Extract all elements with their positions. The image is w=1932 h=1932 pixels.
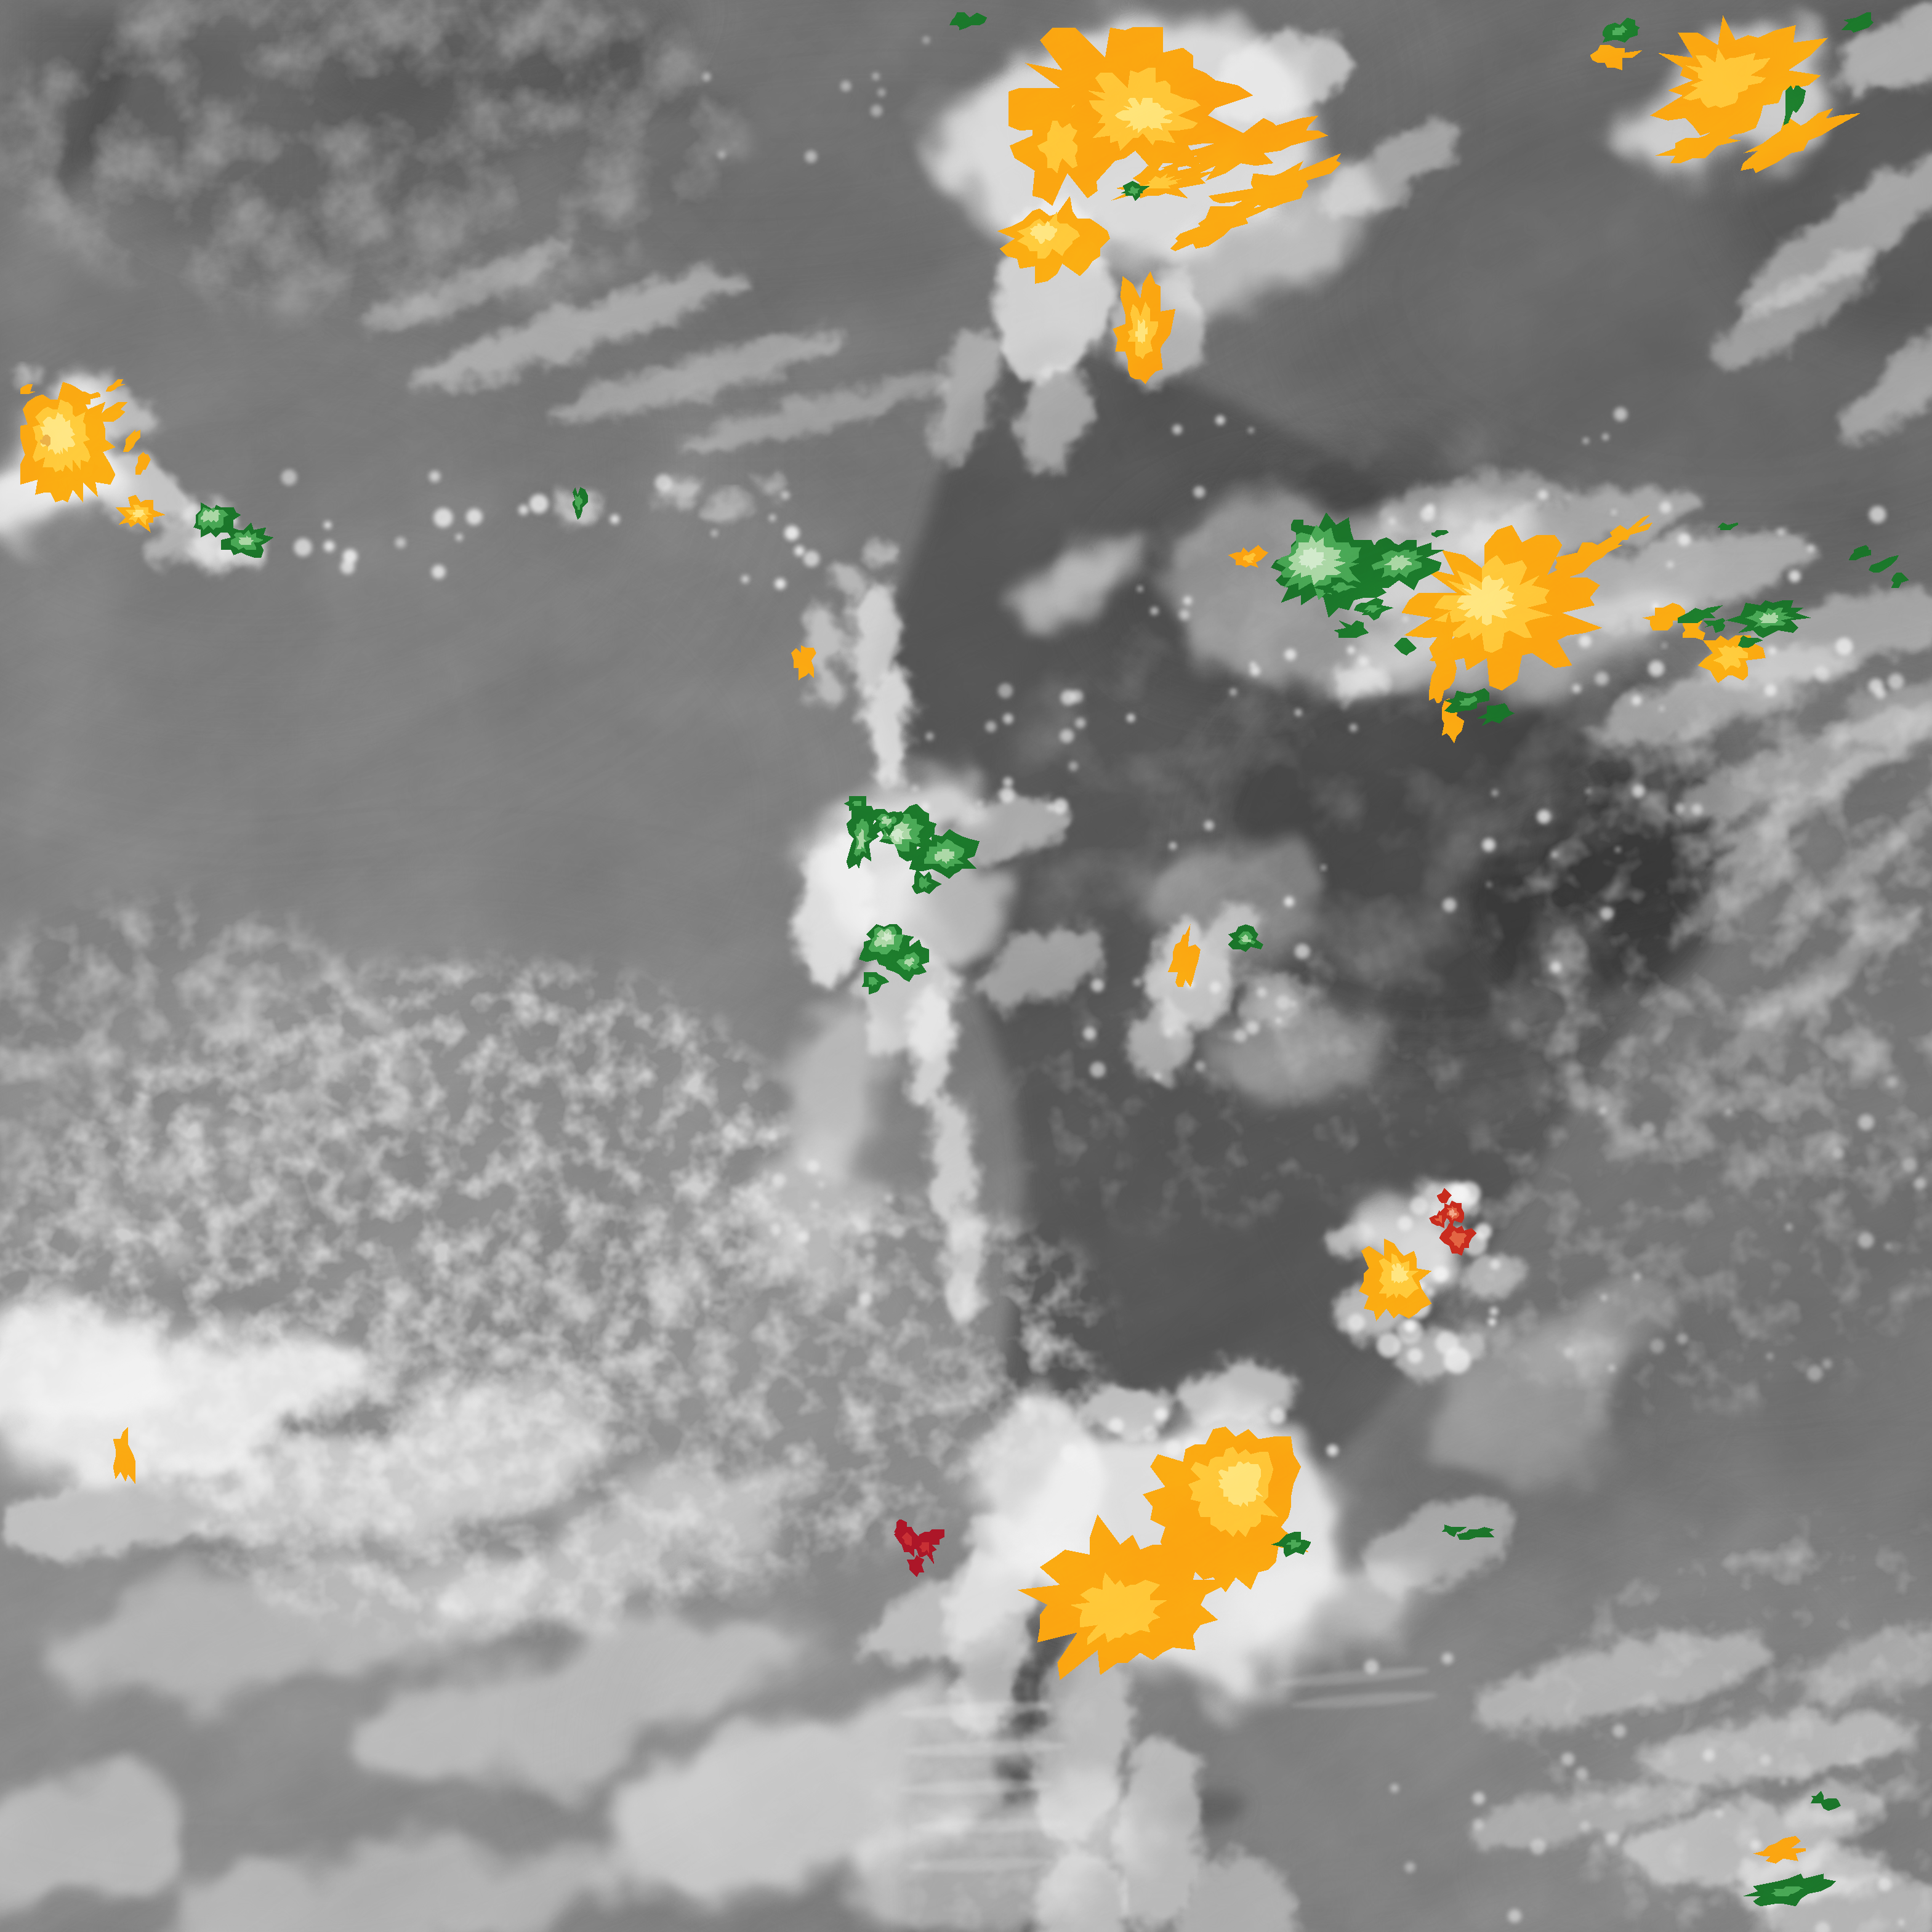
streak-grain [0,0,1932,1932]
satellite-canvas [0,0,1932,1932]
grain-overlay-layer [0,0,1932,1932]
satellite-weather-image [0,0,1932,1932]
